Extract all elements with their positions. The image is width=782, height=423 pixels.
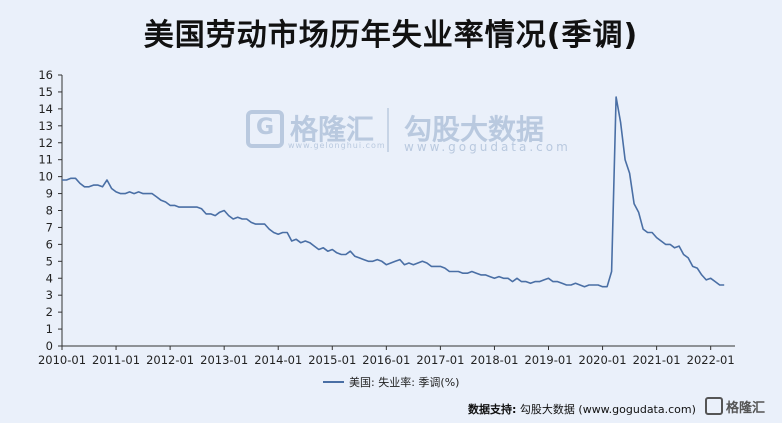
chart-title: 美国劳动市场历年失业率情况(季调) [143, 18, 639, 53]
series-line-unemployment [62, 96, 725, 288]
footer-source: 数据支持: 勾股大数据 (www.gogudata.com) [468, 401, 696, 417]
y-tick-label: 10 [38, 170, 53, 184]
x-tick-label: 2015-01 [308, 353, 356, 367]
x-tick-label: 2019-01 [524, 353, 572, 367]
y-tick-label: 8 [46, 204, 53, 218]
corner-brand-text: 格隆汇 [726, 401, 766, 416]
y-tick-label: 9 [46, 187, 53, 201]
y-tick-label: 13 [38, 119, 53, 133]
x-tick-label: 2012-01 [146, 353, 194, 367]
y-tick-label: 0 [46, 339, 53, 353]
y-tick-label: 3 [46, 288, 53, 302]
y-tick-label: 12 [38, 136, 53, 150]
x-tick-label: 2017-01 [416, 353, 464, 367]
watermark-separator [387, 108, 389, 152]
watermark-logo-url: www.gelonghui.com [288, 141, 386, 150]
y-tick-label: 7 [46, 220, 53, 234]
x-tick-label: 2018-01 [470, 353, 518, 367]
y-tick-label: 15 [38, 85, 53, 99]
x-tick-label: 2010-01 [38, 353, 86, 367]
x-tick-label: 2016-01 [362, 353, 410, 367]
y-tick-label: 1 [46, 322, 53, 336]
watermark-brand: 勾股大数据 [404, 113, 545, 146]
y-tick-label: 2 [46, 305, 53, 319]
x-tick-label: 2011-01 [92, 353, 140, 367]
y-tick-label: 5 [46, 254, 53, 268]
brand-logo-icon [705, 397, 723, 415]
y-tick-label: 4 [46, 271, 53, 285]
watermark-logo-name: 格隆汇 [290, 113, 375, 146]
x-tick-label: 2020-01 [579, 353, 627, 367]
x-tick-label: 2013-01 [200, 353, 248, 367]
corner-brand: 格隆汇 [705, 397, 765, 416]
y-tick-label: 11 [38, 153, 53, 167]
x-tick-label: 2014-01 [254, 353, 302, 367]
y-tick-label: 6 [46, 237, 53, 251]
x-tick-label: 2022-01 [687, 353, 735, 367]
x-tick-label: 2021-01 [633, 353, 681, 367]
watermark-logo-icon: G [246, 110, 284, 148]
watermark-brand-url: www.gogudata.com [404, 140, 571, 154]
footer-source-label: 数据支持: [468, 403, 517, 416]
y-tick-label: 16 [38, 68, 53, 82]
legend-label: 美国: 失业率: 季调(%) [349, 375, 459, 389]
y-tick-label: 14 [38, 102, 53, 116]
footer-source-text: 勾股大数据 (www.gogudata.com) [519, 403, 696, 416]
